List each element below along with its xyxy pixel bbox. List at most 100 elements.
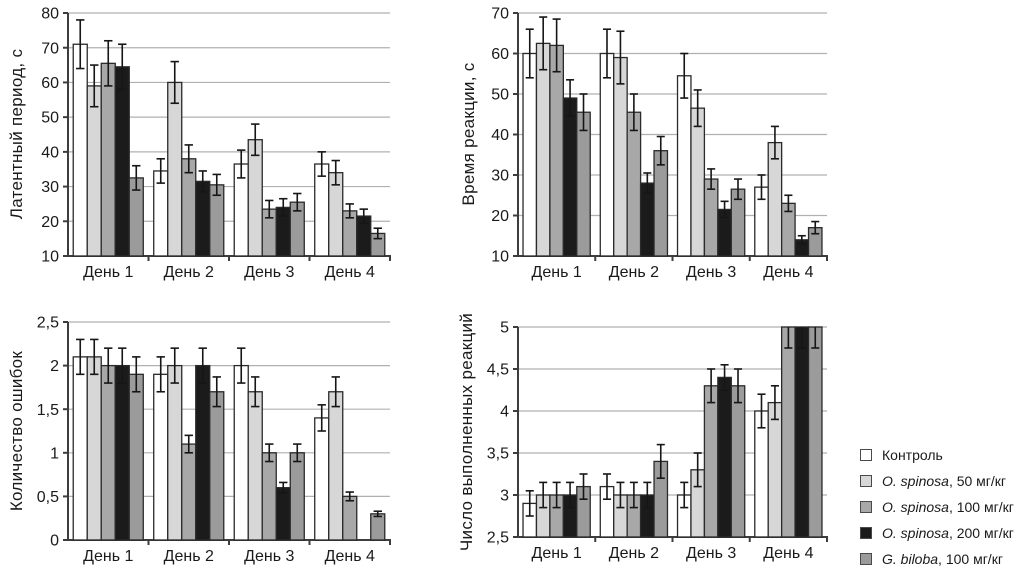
bar bbox=[794, 326, 810, 538]
bar bbox=[626, 111, 642, 257]
x-category-label: День 1 bbox=[532, 545, 582, 562]
y-tick-label: 5 bbox=[500, 320, 509, 337]
bar bbox=[195, 364, 211, 541]
legend-swatch bbox=[860, 553, 872, 565]
y-tick-label: 0 bbox=[50, 533, 59, 550]
y-tick-label: 4,5 bbox=[487, 362, 509, 379]
bar bbox=[676, 75, 692, 257]
y-tick-label: 20 bbox=[41, 214, 59, 231]
legend-swatch bbox=[860, 475, 872, 487]
y-tick-label: 2,5 bbox=[37, 315, 59, 332]
y-tick-label: 2 bbox=[50, 358, 59, 375]
bar bbox=[767, 401, 783, 538]
legend-item: Контроль bbox=[860, 446, 1014, 464]
bar bbox=[261, 452, 277, 541]
bar bbox=[314, 417, 330, 541]
x-category-label: День 1 bbox=[83, 548, 133, 565]
legend-swatch bbox=[860, 449, 872, 461]
bar bbox=[807, 326, 823, 538]
bar bbox=[100, 62, 116, 257]
bar bbox=[233, 364, 249, 541]
y-axis-title: Латентный период, с bbox=[7, 49, 26, 220]
y-tick-label: 1,5 bbox=[37, 402, 59, 419]
y-tick-label: 30 bbox=[491, 168, 509, 185]
chart-reaction-time: 10 20 30 40 50 60 70 День 1 День 2 День 3 День 4 В… bbox=[459, 6, 828, 281]
y-tick-label: 1 bbox=[50, 445, 59, 462]
bar bbox=[613, 56, 628, 257]
x-category-label: День 4 bbox=[325, 264, 375, 281]
x-category-label: День 4 bbox=[325, 548, 375, 565]
bar bbox=[86, 356, 102, 541]
bar bbox=[209, 391, 225, 541]
y-tick-label: 40 bbox=[41, 144, 59, 161]
bar bbox=[690, 107, 706, 257]
bar bbox=[314, 163, 330, 257]
y-axis-title: Количество ошибок bbox=[7, 351, 26, 512]
bar bbox=[754, 410, 769, 538]
y-tick-label: 0,5 bbox=[37, 489, 59, 506]
y-tick-label: 3,5 bbox=[487, 446, 509, 463]
bar bbox=[247, 139, 263, 257]
bar bbox=[549, 44, 564, 257]
bar bbox=[576, 111, 591, 257]
x-category-label: День 4 bbox=[763, 545, 813, 562]
y-tick-label: 30 bbox=[41, 179, 59, 196]
legend-swatch bbox=[860, 527, 872, 539]
legend-label: O. spinosa, 200 мг/кг bbox=[882, 525, 1014, 541]
bar bbox=[703, 385, 719, 538]
x-category-label: День 4 bbox=[763, 264, 813, 281]
bar bbox=[328, 391, 344, 541]
x-category-label: День 3 bbox=[244, 264, 294, 281]
bar bbox=[289, 452, 305, 541]
legend-swatch bbox=[860, 501, 872, 513]
chart-completed-reactions: 2,5 3 3,5 4 4,5 5 День 1 День 2 День 3 День 4 Чис… bbox=[457, 313, 828, 562]
y-tick-label: 4 bbox=[500, 404, 509, 421]
bar bbox=[86, 85, 102, 257]
y-tick-label: 2,5 bbox=[487, 530, 509, 547]
bar bbox=[275, 487, 291, 541]
bar bbox=[100, 364, 116, 541]
x-category-label: День 3 bbox=[244, 548, 294, 565]
bar bbox=[535, 42, 551, 257]
bar bbox=[730, 385, 746, 538]
bar bbox=[653, 150, 669, 257]
legend-label: O. spinosa, 50 мг/кг bbox=[882, 473, 1007, 489]
bar bbox=[599, 52, 615, 257]
legend-label: O. spinosa, 100 мг/кг bbox=[882, 499, 1014, 515]
x-category-label: День 2 bbox=[164, 548, 214, 565]
x-category-label: День 1 bbox=[532, 264, 582, 281]
x-category-label: День 1 bbox=[83, 264, 133, 281]
y-axis-title: Число выполненных реакций bbox=[457, 313, 476, 551]
bar bbox=[370, 513, 386, 541]
chart-error-count: 0 0,5 1 1,5 2 2,5 День 1 День 2 День 3 День 4 Кол… bbox=[7, 315, 391, 565]
x-category-label: День 2 bbox=[609, 545, 659, 562]
x-category-label: День 3 bbox=[686, 264, 736, 281]
y-tick-label: 80 bbox=[41, 6, 59, 23]
bar bbox=[72, 43, 88, 257]
legend-item: G. biloba, 100 мг/кг bbox=[860, 550, 1014, 568]
bar bbox=[562, 97, 578, 257]
bar bbox=[247, 391, 263, 541]
legend-label: G. biloba, 100 мг/кг bbox=[882, 551, 1003, 567]
bar bbox=[181, 443, 197, 541]
x-category-label: День 3 bbox=[686, 545, 736, 562]
y-tick-label: 50 bbox=[491, 87, 509, 104]
y-tick-label: 70 bbox=[491, 6, 509, 23]
bar bbox=[72, 356, 88, 541]
bar bbox=[522, 52, 538, 257]
y-tick-label: 20 bbox=[491, 208, 509, 225]
y-tick-label: 70 bbox=[41, 40, 59, 57]
y-axis-title: Время реакции, с bbox=[459, 62, 478, 205]
bar bbox=[781, 326, 796, 538]
legend: Контроль O. spinosa, 50 мг/кг O. spinosa, … bbox=[860, 446, 1014, 568]
bar bbox=[767, 141, 783, 257]
legend-item: O. spinosa, 100 мг/кг bbox=[860, 498, 1014, 516]
bar bbox=[639, 182, 655, 257]
legend-label: Контроль bbox=[882, 447, 943, 463]
x-category-label: День 2 bbox=[164, 264, 214, 281]
bar bbox=[717, 376, 732, 538]
y-tick-label: 10 bbox=[491, 249, 509, 266]
bar bbox=[114, 364, 130, 541]
x-category-label: День 2 bbox=[609, 264, 659, 281]
